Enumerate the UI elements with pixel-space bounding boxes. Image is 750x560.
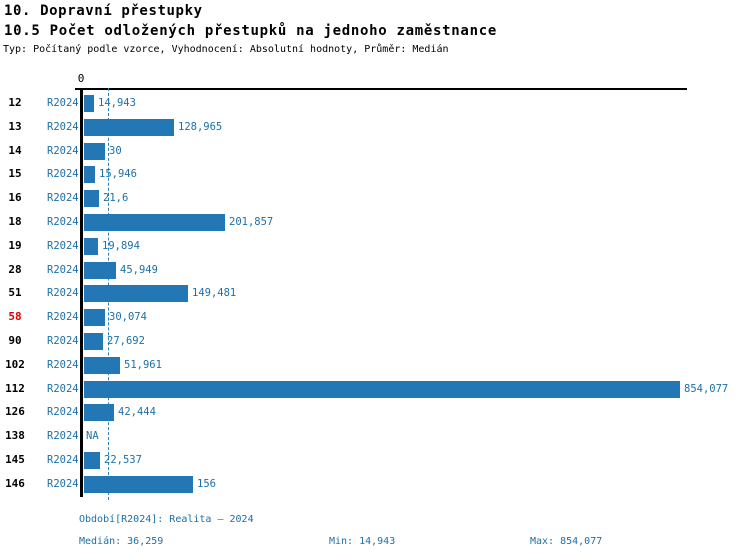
bar-row: 19 R2024 19,894: [0, 234, 750, 258]
row-category-label: 16: [8, 191, 22, 204]
bar-row: 112 R2024 854,077: [0, 377, 750, 401]
row-period-label: R2024: [47, 478, 79, 490]
bar-row: 14 R2024 30: [0, 139, 750, 163]
row-period-label: R2024: [47, 430, 79, 442]
row-category-label: 102: [5, 358, 25, 371]
row-category-label: 13: [8, 120, 22, 133]
footer-median-label: Medián: 36,259: [79, 536, 164, 547]
bar-value-label: 15,946: [99, 168, 137, 180]
bar: [84, 452, 100, 469]
x-axis-zero-label: 0: [77, 72, 85, 85]
row-period-label: R2024: [47, 97, 79, 109]
bar: [84, 309, 105, 326]
bar-value-label: NA: [86, 430, 99, 442]
row-category-label: 18: [8, 215, 22, 228]
bar-value-label: 51,961: [124, 359, 162, 371]
bar-value-label: 156: [197, 478, 216, 490]
row-category-label: 19: [8, 239, 22, 252]
footer-max-label: Max: 854,077: [530, 536, 603, 547]
row-category-label: 14: [8, 144, 22, 157]
bar-row: 12 R2024 14,943: [0, 91, 750, 115]
bar: [84, 119, 174, 136]
bar-row: 58 R2024 30,074: [0, 305, 750, 329]
bar-row: 15 R2024 15,946: [0, 162, 750, 186]
bar: [84, 404, 114, 421]
row-period-label: R2024: [47, 287, 79, 299]
bar-value-label: 30: [109, 145, 122, 157]
footer-period-label: Období[R2024]: Realita – 2024: [79, 514, 254, 525]
bar-value-label: 14,943: [98, 97, 136, 109]
row-category-label: 51: [8, 286, 22, 299]
bar: [84, 143, 105, 160]
x-axis-line: [75, 88, 687, 90]
row-category-label: 112: [5, 382, 25, 395]
row-category-label: 126: [5, 405, 25, 418]
bar-row: 90 R2024 27,692: [0, 329, 750, 353]
row-category-label: 90: [8, 334, 22, 347]
bar: [84, 190, 99, 207]
row-period-label: R2024: [47, 335, 79, 347]
bar: [84, 262, 116, 279]
row-category-label: 58: [8, 310, 22, 323]
row-category-label: 12: [8, 96, 22, 109]
bar-value-label: 21,6: [103, 192, 129, 204]
row-period-label: R2024: [47, 264, 79, 276]
row-period-label: R2024: [47, 192, 79, 204]
bar-row: 145 R2024 22,537: [0, 448, 750, 472]
bar-value-label: 854,077: [684, 383, 729, 395]
footer-min-label: Min: 14,943: [329, 536, 396, 547]
bar-row: 28 R2024 45,949: [0, 258, 750, 282]
row-period-label: R2024: [47, 168, 79, 180]
bar: [84, 381, 680, 398]
row-category-label: 138: [5, 429, 25, 442]
bar-row: 126 R2024 42,444: [0, 400, 750, 424]
row-period-label: R2024: [47, 454, 79, 466]
row-period-label: R2024: [47, 216, 79, 228]
row-category-label: 145: [5, 453, 25, 466]
bar-value-label: 201,857: [229, 216, 274, 228]
bar-value-label: 22,537: [104, 454, 142, 466]
row-period-label: R2024: [47, 359, 79, 371]
chart-meta-line: Typ: Počítaný podle vzorce, Vyhodnocení:…: [3, 44, 449, 55]
bar-row: 102 R2024 51,961: [0, 353, 750, 377]
row-period-label: R2024: [47, 311, 79, 323]
y-axis-line: [80, 88, 83, 497]
bar-value-label: 45,949: [120, 264, 158, 276]
bar: [84, 285, 188, 302]
bar: [84, 476, 193, 493]
bar: [84, 214, 225, 231]
row-category-label: 146: [5, 477, 25, 490]
bar-row: 146 R2024 156: [0, 472, 750, 496]
bar-value-label: 27,692: [107, 335, 145, 347]
bar-value-label: 19,894: [102, 240, 140, 252]
bar: [84, 357, 120, 374]
row-period-label: R2024: [47, 383, 79, 395]
row-period-label: R2024: [47, 406, 79, 418]
bar: [84, 238, 98, 255]
bar-row: 51 R2024 149,481: [0, 281, 750, 305]
bar: [84, 166, 95, 183]
chart-subtitle: 10.5 Počet odložených přestupků na jedno…: [4, 23, 497, 39]
bar-value-label: 128,965: [178, 121, 223, 133]
bar-row: 16 R2024 21,6: [0, 186, 750, 210]
bar-value-label: 42,444: [118, 406, 156, 418]
row-period-label: R2024: [47, 121, 79, 133]
bar-value-label: 149,481: [192, 287, 237, 299]
row-category-label: 15: [8, 167, 22, 180]
row-category-label: 28: [8, 263, 22, 276]
bar-value-label: 30,074: [109, 311, 147, 323]
bar-row: 13 R2024 128,965: [0, 115, 750, 139]
bar: [84, 333, 103, 350]
row-period-label: R2024: [47, 145, 79, 157]
row-period-label: R2024: [47, 240, 79, 252]
bar-row: 18 R2024 201,857: [0, 210, 750, 234]
chart-title: 10. Dopravní přestupky: [4, 3, 203, 19]
bar-row: 138 R2024 NA: [0, 424, 750, 448]
bar: [84, 95, 94, 112]
